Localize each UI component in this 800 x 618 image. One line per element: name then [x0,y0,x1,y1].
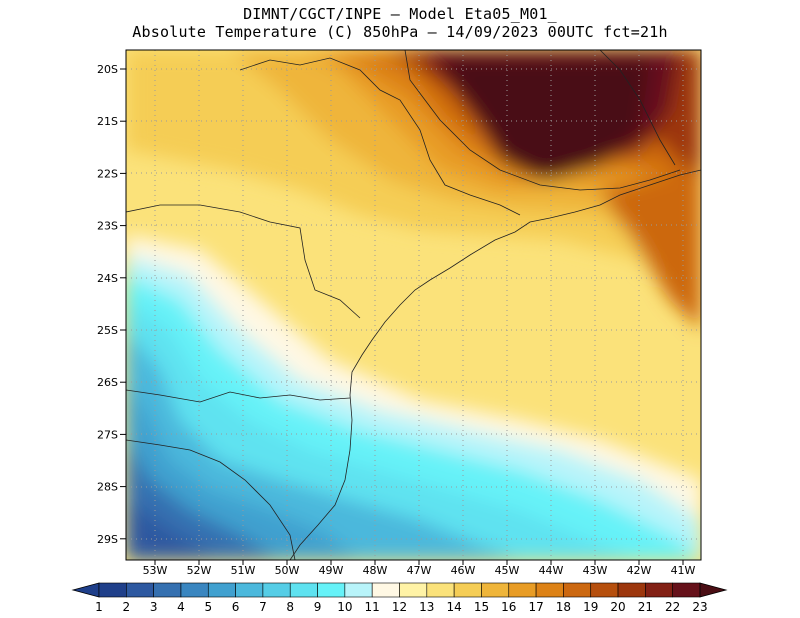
colorbar-label: 10 [337,600,352,614]
colorbar-swatch [617,582,646,598]
colorbar-swatch [399,582,428,598]
colorbar-label: 14 [446,600,461,614]
colorbar-swatch [317,582,346,598]
colorbar-label: 4 [177,600,185,614]
colorbar-label: 12 [392,600,407,614]
lon-tick-label: 44W [539,564,564,577]
lat-tick-label: 27S [97,428,118,441]
coastline-and-borders [126,50,701,560]
colorbar-swatch [645,582,673,598]
lat-tick-label: 21S [97,115,118,128]
temperature-field [126,50,701,560]
colorbar-label: 13 [419,600,434,614]
colorbar-label: 9 [314,600,322,614]
colorbar-swatch [344,582,373,598]
colorbar-label: 3 [150,600,158,614]
colorbar-label: 18 [556,600,571,614]
lon-tick-label: 42W [627,564,652,577]
colorbar-label: 20 [610,600,625,614]
lon-tick-label: 50W [275,564,300,577]
colorbar-label: 15 [474,600,489,614]
colorbar-high-arrow [699,582,728,598]
lon-tick-label: 43W [583,564,608,577]
colorbar-label: 11 [365,600,380,614]
lat-tick-label: 22S [97,167,118,180]
chart-title-line-2: Absolute Temperature (C) 850hPa – 14/09/… [132,23,668,41]
lat-tick-label: 29S [97,533,118,546]
colorbar-label: 17 [528,600,543,614]
colorbar-swatch [371,582,400,598]
colorbar-label: 7 [259,600,267,614]
lat-tick-label: 24S [97,272,118,285]
colorbar-swatch [98,582,127,598]
lat-tick-label: 25S [97,324,118,337]
colorbar-label: 8 [286,600,294,614]
colorbar-swatch [426,582,455,598]
colorbar-label: 6 [232,600,240,614]
colorbar-swatch [153,582,182,598]
colorbar-label: 2 [122,600,130,614]
colorbar-swatch [289,582,318,598]
lon-tick-label: 48W [363,564,388,577]
map-border [125,49,702,561]
lon-tick-label: 46W [451,564,476,577]
colorbar-label: 5 [204,600,212,614]
color-scale-bar: 1 2 3 4 5 6 7 8 9 10 11 12 13 14 15 16 17 18 19 20 21 22 23 [71,582,728,614]
lon-tick-label: 52W [187,564,212,577]
lon-tick-label: 47W [407,564,432,577]
graticule [126,50,701,560]
lon-tick-label: 41W [671,564,696,577]
colorbar-swatch [590,582,619,598]
colorbar-swatch [180,582,209,598]
lat-tick-label: 26S [97,376,118,389]
latitude-axis: 20S 21S 22S 23S 24S 25S 26S 27S 28S 29S [97,63,126,546]
colorbar-swatch [672,582,701,598]
colorbar-swatch [207,582,236,598]
lon-tick-label: 49W [319,564,344,577]
colorbar-low-arrow [71,582,100,598]
lon-tick-label: 53W [143,564,168,577]
lat-tick-label: 23S [97,220,118,233]
lat-tick-label: 20S [97,63,118,76]
colorbar-swatch [535,582,564,598]
colorbar-label: 21 [638,600,653,614]
colorbar-label: 16 [501,600,516,614]
colorbar-swatch [126,582,154,598]
lon-tick-label: 51W [231,564,256,577]
colorbar-swatch [262,582,291,598]
colorbar-label: 19 [583,600,598,614]
colorbar-swatch [481,582,510,598]
colorbar-swatch [235,582,264,598]
chart-title-line-1: DIMNT/CGCT/INPE – Model Eta05_M01_ [243,5,557,23]
colorbar-label: 1 [95,600,103,614]
lat-tick-label: 28S [97,481,118,494]
colorbar-swatch [508,582,537,598]
longitude-axis: 53W 52W 51W 50W 49W 48W 47W 46W 45W 44W 43W 42W 41W [143,560,696,577]
colorbar-swatch [453,582,482,598]
lon-tick-label: 45W [495,564,520,577]
colorbar-swatch [563,582,592,598]
colorbar-label: 22 [665,600,680,614]
colorbar-label: 23 [692,600,707,614]
